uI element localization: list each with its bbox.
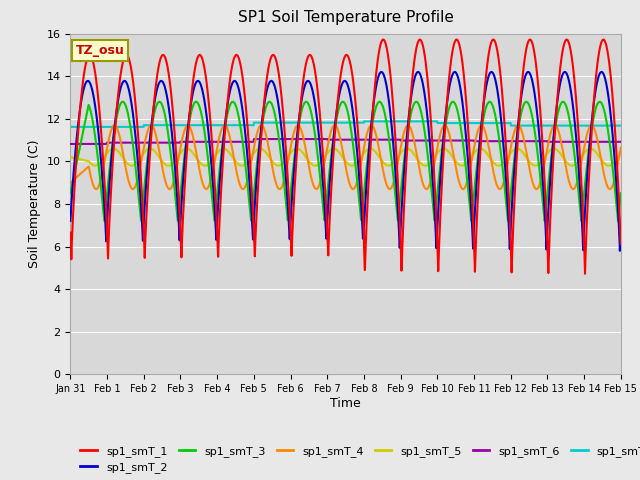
sp1_smT_4 [617,145,625,151]
sp1_smT_3 [617,190,625,196]
sp1_smT_2 [547,170,554,176]
sp1_smT_3 [301,99,309,105]
sp1_smT_5 [163,162,170,168]
sp1_smT_7 [617,123,625,129]
sp1_smT_7 [547,123,555,129]
sp1_smT_4 [301,144,309,150]
Line: sp1_smT_1: sp1_smT_1 [70,39,621,274]
sp1_smT_3 [606,144,614,149]
sp1_smT_2 [616,248,624,254]
sp1_smT_2 [301,82,309,87]
sp1_smT_5 [278,161,285,167]
sp1_smT_2 [617,225,625,230]
Line: sp1_smT_7: sp1_smT_7 [70,121,621,127]
sp1_smT_5 [302,154,310,159]
sp1_smT_7 [129,124,137,130]
sp1_smT_1 [581,271,589,276]
sp1_smT_6 [617,139,625,144]
sp1_smT_2 [67,218,74,224]
sp1_smT_7 [162,122,170,128]
sp1_smT_1 [547,207,554,213]
sp1_smT_4 [67,180,74,186]
sp1_smT_3 [547,159,554,165]
sp1_smT_3 [129,144,137,149]
sp1_smT_6 [67,141,74,147]
sp1_smT_5 [130,162,138,168]
sp1_smT_4 [331,122,339,128]
Line: sp1_smT_4: sp1_smT_4 [70,125,621,189]
Legend: sp1_smT_1, sp1_smT_2, sp1_smT_3, sp1_smT_4, sp1_smT_5, sp1_smT_6, sp1_smT_7: sp1_smT_1, sp1_smT_2, sp1_smT_3, sp1_smT… [76,441,640,478]
sp1_smT_4 [278,185,285,191]
sp1_smT_6 [278,136,285,142]
sp1_smT_3 [596,99,604,105]
sp1_smT_6 [162,140,170,145]
sp1_smT_2 [278,126,285,132]
sp1_smT_7 [67,124,74,130]
sp1_smT_6 [301,136,309,142]
sp1_smT_1 [278,93,285,99]
sp1_smT_4 [607,186,614,192]
X-axis label: Time: Time [330,397,361,410]
sp1_smT_4 [547,129,555,134]
sp1_smT_1 [67,230,74,236]
sp1_smT_5 [128,163,136,168]
sp1_smT_4 [312,186,320,192]
sp1_smT_5 [109,146,117,152]
sp1_smT_1 [607,70,614,75]
sp1_smT_2 [606,108,614,113]
Line: sp1_smT_6: sp1_smT_6 [70,139,621,144]
sp1_smT_2 [162,88,170,94]
sp1_smT_3 [278,156,285,162]
sp1_smT_1 [600,36,607,42]
sp1_smT_3 [67,191,74,196]
Text: TZ_osu: TZ_osu [76,44,125,57]
sp1_smT_1 [301,64,309,70]
sp1_smT_2 [129,113,137,119]
sp1_smT_2 [598,69,605,75]
sp1_smT_7 [360,119,368,124]
Line: sp1_smT_3: sp1_smT_3 [70,102,621,221]
sp1_smT_5 [607,162,614,168]
sp1_smT_3 [614,218,622,224]
sp1_smT_1 [129,80,137,85]
sp1_smT_6 [129,140,137,145]
sp1_smT_7 [301,120,309,125]
sp1_smT_6 [547,139,555,144]
sp1_smT_7 [606,123,614,129]
sp1_smT_6 [606,139,614,144]
Line: sp1_smT_5: sp1_smT_5 [70,149,621,166]
sp1_smT_4 [129,186,137,192]
sp1_smT_4 [162,180,170,186]
sp1_smT_6 [250,136,258,142]
sp1_smT_3 [162,117,170,122]
sp1_smT_5 [67,154,74,160]
Line: sp1_smT_2: sp1_smT_2 [70,72,621,251]
sp1_smT_1 [617,241,625,247]
sp1_smT_5 [547,146,555,152]
sp1_smT_1 [162,57,170,62]
sp1_smT_7 [278,120,285,125]
sp1_smT_5 [617,150,625,156]
Y-axis label: Soil Temperature (C): Soil Temperature (C) [28,140,41,268]
Title: SP1 Soil Temperature Profile: SP1 Soil Temperature Profile [237,11,454,25]
